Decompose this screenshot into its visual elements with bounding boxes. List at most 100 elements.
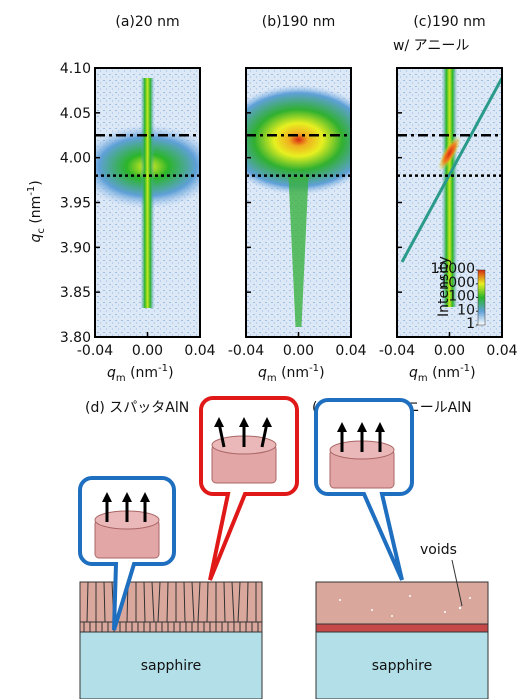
streak <box>288 175 309 327</box>
x-tick-label: -0.04 <box>228 343 264 359</box>
axis-label-part: (nm <box>28 196 44 228</box>
y-tick-label: 4.00 <box>60 151 91 167</box>
substrate <box>79 631 263 699</box>
x-tick-label: 0.00 <box>132 343 163 359</box>
axis-label-part: ) <box>28 180 44 185</box>
arrow-head <box>239 417 249 427</box>
grain-boundary <box>183 581 186 623</box>
colorbar-tick-label: 10000 <box>430 261 475 277</box>
schematic: (d) スパッタAlN (e) スパッタアニールAlN sapphire sap… <box>78 396 489 699</box>
voids-dots <box>339 595 471 617</box>
axis-label-part: -1 <box>158 363 168 374</box>
substrate <box>315 631 489 699</box>
heatmap: -0.04 0.00 0.04 (c)190 nm w/ アニール 11010010001… <box>379 14 518 359</box>
heatmap-body <box>246 68 351 337</box>
streak <box>140 78 155 308</box>
arrow-head <box>140 492 150 502</box>
aln-layer <box>315 581 489 627</box>
axis-label-part: (nm <box>428 365 460 381</box>
colorbar <box>477 269 486 326</box>
axis-label-part: m <box>267 373 277 384</box>
substrate-label: sapphire <box>372 658 432 674</box>
column-icon <box>211 417 277 484</box>
column-icon <box>94 492 160 559</box>
y-tick-label: 4.05 <box>60 106 91 122</box>
heatmap: -0.04 0.00 0.04 (b)190 nm <box>228 14 367 359</box>
x-tick-label: -0.04 <box>77 343 113 359</box>
axis-label-part: ) <box>168 365 173 381</box>
grain-boundary <box>206 581 209 623</box>
axis-label-part: c <box>36 228 47 234</box>
arrow-head <box>214 417 224 427</box>
panel-d-title: (d) スパッタAlN <box>85 400 189 416</box>
axis-label: qc (nm-1) <box>26 180 47 242</box>
axis-label-part: ) <box>470 365 475 381</box>
voids-label: voids <box>420 542 457 558</box>
grain-boundary <box>166 581 169 623</box>
colorbar-tick-label: 100 <box>448 289 475 305</box>
arrow-head <box>357 422 367 432</box>
axis-label-part: q <box>107 365 116 381</box>
diagonal <box>400 77 502 263</box>
substrate-label: sapphire <box>141 658 201 674</box>
arrow-head <box>262 417 272 427</box>
colorbar-label: Intensity <box>436 256 452 317</box>
arrow-head <box>102 492 112 502</box>
panel-title: (a)20 nm <box>115 14 179 30</box>
grain-boundary <box>191 581 195 623</box>
colorbar-tick-label: 1 <box>466 316 475 332</box>
grain-boundary <box>103 581 106 623</box>
axis-label-part: q <box>409 365 418 381</box>
colorbar-tick-label: 1000 <box>439 275 475 291</box>
colorbar-tick-label: 10 <box>457 302 475 318</box>
x-tick-label: -0.04 <box>379 343 415 359</box>
streak <box>441 68 458 307</box>
x-tick-label: 0.04 <box>335 343 366 359</box>
axis-label: qm (nm-1) <box>409 363 476 384</box>
x-tick-label: 0.04 <box>486 343 517 359</box>
y-tick-label: 4.10 <box>60 61 91 77</box>
axis-label-part: q <box>28 234 44 243</box>
axis-label-part: (nm <box>277 365 309 381</box>
panel-title: (c)190 nm <box>413 14 485 30</box>
intensity <box>438 135 461 171</box>
column-icons <box>94 417 395 559</box>
y-tick-label: 3.90 <box>60 240 91 256</box>
axis-label: qm (nm-1) <box>258 363 325 384</box>
grain-boundary <box>151 581 155 623</box>
panel-title: (b)190 nm <box>262 14 336 30</box>
axis-label: qm (nm-1) <box>107 363 174 384</box>
intensity <box>246 84 351 195</box>
grain-boundary <box>157 581 161 623</box>
grain-boundary <box>86 581 89 623</box>
arrow-head <box>122 492 132 502</box>
panel-subtitle: w/ アニール <box>393 38 469 54</box>
axis-label-part: -1 <box>460 363 470 374</box>
column-icon <box>329 422 395 489</box>
y-tick-label: 3.85 <box>60 285 91 301</box>
grain-boundary <box>246 581 249 623</box>
axis-label-part: -1 <box>309 363 319 374</box>
x-tick-label: 0.00 <box>283 343 314 359</box>
axis-label-part: -1 <box>26 186 37 196</box>
x-tick-label: 0.04 <box>184 343 215 359</box>
grain-boundary <box>143 581 146 623</box>
pointer <box>451 559 463 607</box>
grain-boundary <box>223 581 226 623</box>
axis-label-part: ) <box>319 365 324 381</box>
axis-label-part: q <box>258 365 267 381</box>
x-tick-label: 0.00 <box>434 343 465 359</box>
grain-boundary <box>197 581 201 623</box>
interface-layer <box>315 623 489 633</box>
axis-label-part: m <box>116 373 126 384</box>
arrow-head <box>375 422 385 432</box>
arrow-head <box>337 422 347 432</box>
y-tick-label: 3.95 <box>60 196 91 212</box>
grain-boundary <box>237 581 241 623</box>
aln-layer <box>79 581 263 633</box>
y-tick-label: 3.80 <box>60 330 91 346</box>
heatmap: 3.80 3.85 3.90 3.95 4.00 4.05 4.10 -0.04 0.00 0.0… <box>60 14 216 359</box>
axis-label-part: (nm <box>126 365 158 381</box>
axis-label-part: m <box>418 373 428 384</box>
